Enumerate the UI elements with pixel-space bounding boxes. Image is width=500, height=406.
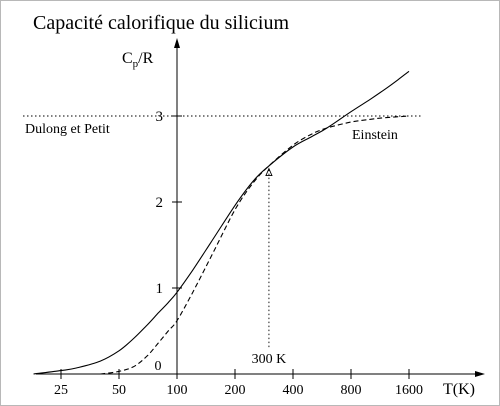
y-tick-label-2: 2 — [156, 195, 164, 211]
y-axis-arrowhead — [174, 38, 180, 48]
einstein-curve — [100, 115, 410, 375]
x-tick-label-400: 400 — [283, 383, 304, 398]
x-axis: T(K) 25 50 100 200 400 800 1600 0 — [36, 359, 485, 398]
x-tick-label-50: 50 — [112, 383, 126, 398]
marker-300k-label: 300 K — [252, 352, 287, 367]
chart-title: Capacité calorifique du silicium — [33, 12, 289, 34]
origin-label: 0 — [155, 359, 162, 374]
x-tick-label-1600: 1600 — [395, 383, 423, 398]
x-tick-label-25: 25 — [54, 383, 68, 398]
marker-300k: 300 K — [252, 167, 287, 367]
y-axis: Cp/R 1 2 3 — [122, 38, 182, 378]
y-axis-label: Cp/R — [122, 50, 154, 70]
x-tick-label-200: 200 — [225, 383, 246, 398]
marker-300k-arrow — [265, 167, 273, 177]
x-axis-arrowhead — [475, 371, 485, 377]
dulong-petit-label: Dulong et Petit — [25, 122, 110, 137]
reference-line-group: Dulong et Petit — [23, 115, 421, 137]
einstein-label: Einstein — [352, 128, 398, 143]
y-tick-label-3: 3 — [156, 109, 164, 125]
x-tick-label-100: 100 — [167, 383, 188, 398]
x-tick-label-800: 800 — [341, 383, 362, 398]
x-axis-label: T(K) — [443, 381, 475, 398]
y-tick-label-1: 1 — [156, 281, 164, 297]
measured-curve — [33, 70, 410, 375]
series-group — [33, 70, 410, 375]
